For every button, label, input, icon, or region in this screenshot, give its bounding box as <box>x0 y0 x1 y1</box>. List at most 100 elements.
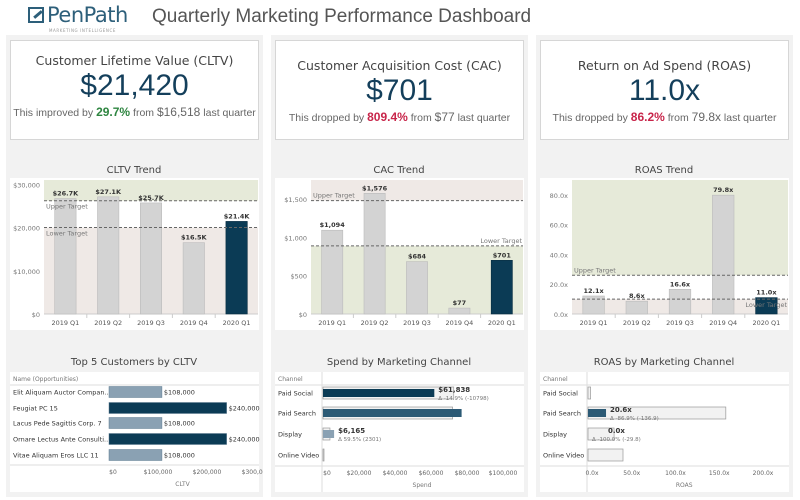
bar-label: $240,000 <box>229 436 260 444</box>
bar <box>582 295 605 315</box>
x-tick-label: 50.0x <box>623 470 640 477</box>
bar-label: $108,000 <box>164 389 195 397</box>
cac-trend-chart: CAC Trend $0 $500 $1,000 $1,500 $1,094 2019 Q1… <box>275 165 524 330</box>
previous-period-bar <box>322 448 325 462</box>
x-tick-label: 2019 Q3 <box>137 319 165 327</box>
x-tick-label: $80,000 <box>455 470 480 477</box>
lower-target-label: Lower Target <box>745 301 787 309</box>
bar-label: $701 <box>493 251 512 259</box>
bar-label: $1,094 <box>320 221 346 229</box>
bar-label: $27.1K <box>95 188 122 196</box>
kpi-title: Customer Acquisition Cost (CAC) <box>297 58 502 73</box>
kpi-change-text: This improved by 29.7% from $16,518 last… <box>13 105 256 119</box>
y-tick-label: 80.0x <box>550 192 568 200</box>
x-tick-label: $40,000 <box>383 470 408 477</box>
y-tick-label: $30,000 <box>13 181 40 189</box>
bar <box>225 221 248 315</box>
x-tick-label: 2019 Q4 <box>180 319 208 327</box>
bar <box>108 417 163 429</box>
y-tick-label: $1,500 <box>284 196 307 204</box>
x-tick-label: 2019 Q1 <box>318 319 346 327</box>
bar <box>321 229 344 315</box>
x-tick-label: $0 <box>109 469 117 476</box>
lower-target-label: Lower Target <box>480 237 522 245</box>
x-axis-title: Spend <box>413 482 432 489</box>
bar <box>323 409 462 417</box>
roas-by-channel-chart: ROAS by Marketing Channel Channel Paid Soc… <box>540 357 789 492</box>
bar-label: $6,165 <box>338 427 365 435</box>
bar <box>182 242 205 315</box>
bar <box>54 198 77 315</box>
bar <box>323 389 435 397</box>
lower-target-label: Lower Target <box>46 230 88 238</box>
x-tick-label: $60,000 <box>419 470 444 477</box>
x-tick-label: $100,000 <box>489 470 518 477</box>
x-tick-label: 2019 Q4 <box>709 319 737 327</box>
kpi-title: Return on Ad Spend (ROAS) <box>577 58 752 73</box>
x-tick-label: $100,000 <box>144 469 173 476</box>
bar <box>588 409 607 417</box>
kpi-card-roas: Return on Ad Spend (ROAS) 11.0x This dro… <box>540 40 789 140</box>
bar <box>363 193 386 315</box>
delta-label: Δ -14.9% (-10798) <box>438 396 489 402</box>
upper-zone <box>44 180 258 201</box>
kpi-change: 809.4% <box>367 110 408 124</box>
logo-subtitle: MARKETING INTELLIGENCE <box>49 28 117 33</box>
bar-label: 16.6x <box>670 280 691 288</box>
y-tick-label: $10,000 <box>13 268 40 276</box>
x-tick-label: $200,000 <box>193 469 222 476</box>
bar <box>490 260 513 315</box>
x-tick-label: 100.0x <box>665 470 686 477</box>
roas-column: Return on Ad Spend (ROAS) 11.0x This dro… <box>536 35 793 497</box>
cac-column: Customer Acquisition Cost (CAC) $701 Thi… <box>271 35 528 497</box>
bar-label: $21.4K <box>224 212 251 220</box>
chart-background <box>540 372 789 492</box>
row-label: Paid Search <box>543 410 581 418</box>
logo-mark-icon <box>28 7 44 23</box>
row-header: Name (Opportunities) <box>13 376 78 383</box>
x-axis-title: ROAS <box>676 482 693 489</box>
y-tick-label: $20,000 <box>13 225 40 233</box>
chart-title: ROAS by Marketing Channel <box>594 357 735 368</box>
bar <box>108 433 227 445</box>
x-tick-label: 200.0x <box>753 470 774 477</box>
bar <box>97 196 120 315</box>
cltv-column: Customer Lifetime Value (CLTV) $21,420 T… <box>6 35 263 497</box>
bar-label: $108,000 <box>164 420 195 428</box>
y-tick-label: $0 <box>32 311 40 319</box>
top-customers-chart: Top 5 Customers by CLTV Name (Opportuniti… <box>10 357 263 492</box>
row-label: Vitae Aliquam Eros LLC 11 <box>13 452 99 460</box>
bar <box>406 261 428 315</box>
bar <box>712 194 735 315</box>
y-tick-label: 60.0x <box>550 222 568 230</box>
upper-target-label: Upper Target <box>313 192 355 200</box>
row-header: Channel <box>278 376 303 383</box>
chart-title: ROAS Trend <box>635 165 693 176</box>
x-tick-label: 2020 Q1 <box>223 319 251 327</box>
x-tick-label: 2020 Q1 <box>488 319 516 327</box>
bar-label: $684 <box>408 253 427 261</box>
x-tick-label: 2019 Q1 <box>580 319 608 327</box>
upper-zone <box>572 180 788 276</box>
row-label: Elit Aliquam Auctor Compan.. <box>13 389 109 397</box>
spend-by-channel-chart: Spend by Marketing Channel Channel Paid So… <box>275 357 524 492</box>
kpi-value: $701 <box>366 74 433 107</box>
bar-label: 79.8x <box>713 186 734 194</box>
y-tick-label: 20.0x <box>550 281 568 289</box>
previous-period-bar <box>587 427 615 441</box>
bar-label: 8.6x <box>629 292 646 300</box>
bar-label: $1,576 <box>362 184 388 192</box>
bar-label: $108,000 <box>164 452 195 460</box>
previous-period-bar <box>587 386 591 400</box>
y-tick-label: 0.0x <box>554 311 568 319</box>
roas-trend-chart: ROAS Trend 0.0x 20.0x 40.0x 60.0x 80.0x 12.1x 2… <box>540 165 789 330</box>
kpi-previous: $77 <box>434 110 455 124</box>
kpi-change-text: This dropped by 809.4% from $77 last qua… <box>288 110 511 124</box>
chart-title: CAC Trend <box>373 165 424 176</box>
x-tick-label: 2019 Q3 <box>403 319 431 327</box>
bar-label: $16.5K <box>181 234 208 242</box>
x-axis-title: CLTV <box>175 481 190 488</box>
chart-title: Top 5 Customers by CLTV <box>70 357 197 368</box>
row-label: Display <box>278 431 302 439</box>
bar-label: 0.0x <box>608 427 625 435</box>
